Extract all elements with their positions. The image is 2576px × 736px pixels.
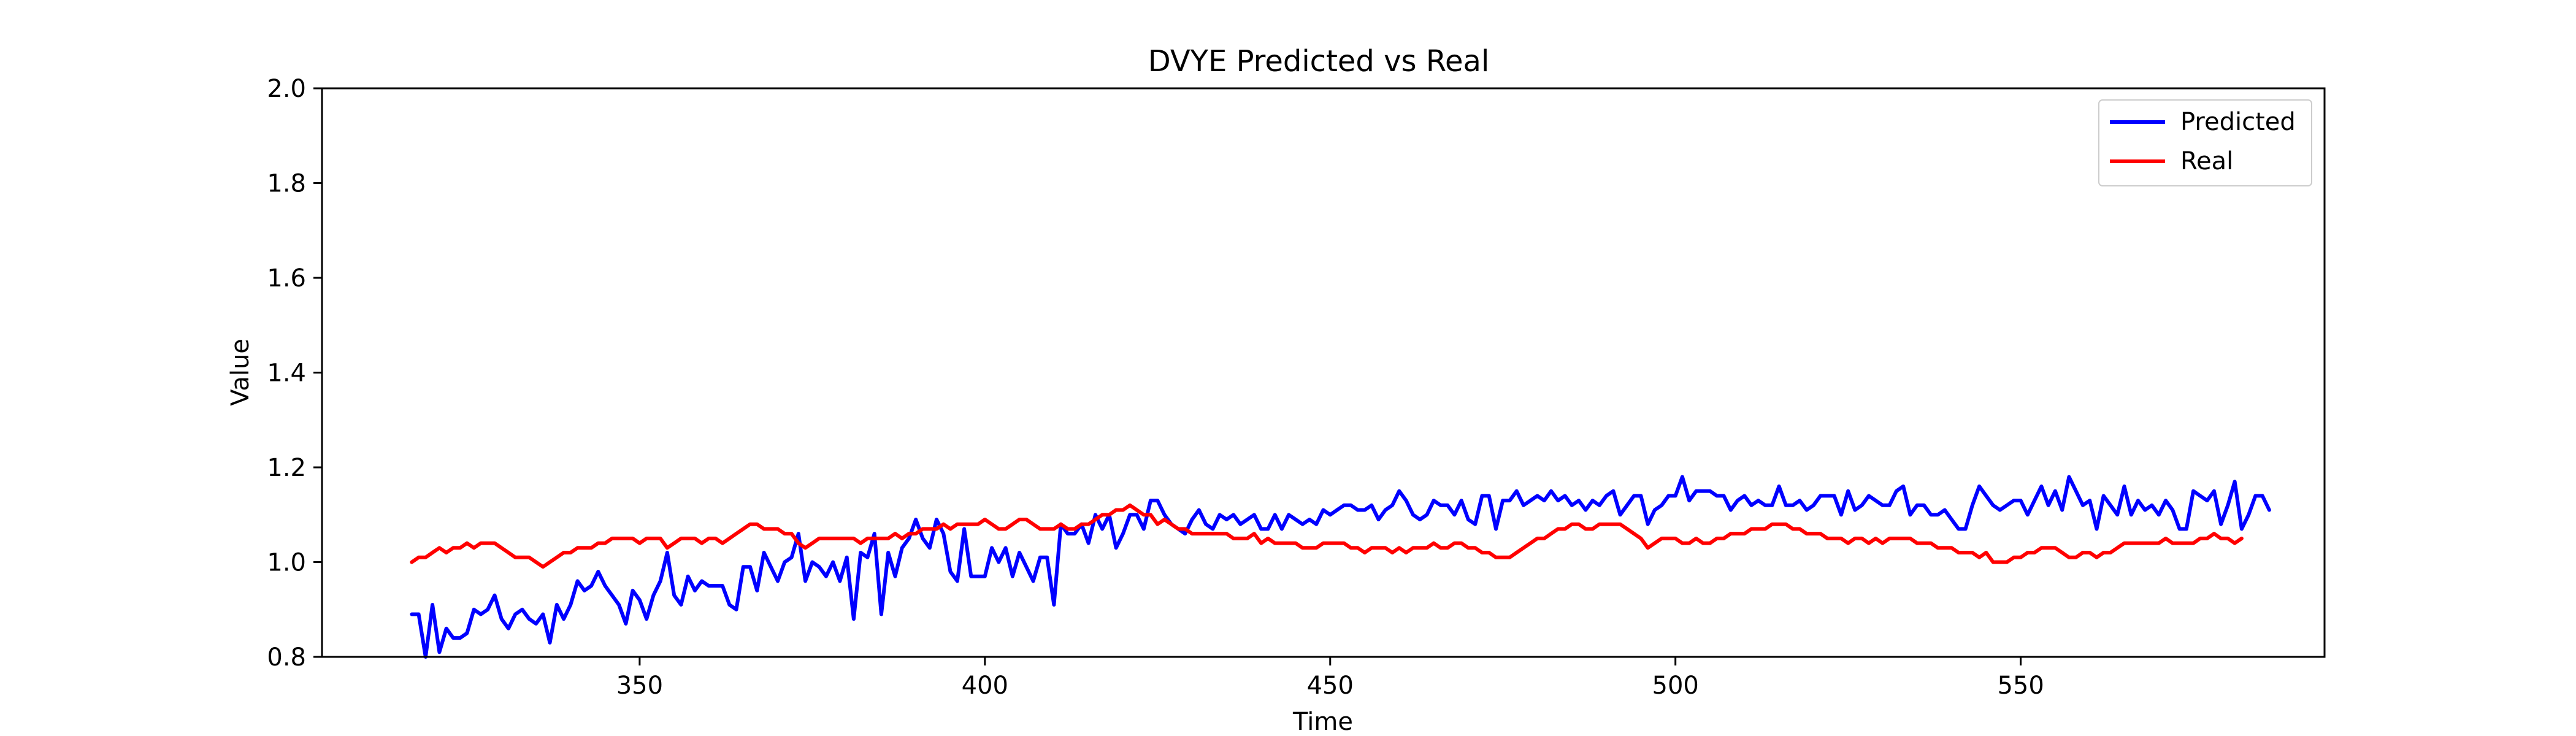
x-axis-label: Time <box>1292 708 1353 736</box>
y-tick-label: 1.4 <box>267 359 306 388</box>
legend-label-predicted: Predicted <box>2180 108 2296 136</box>
y-tick-label: 0.8 <box>267 643 306 672</box>
x-tick-label: 450 <box>1307 672 1354 700</box>
plot-area-frame <box>321 87 2326 658</box>
y-tick-label: 1.8 <box>267 170 306 198</box>
x-tick-label: 550 <box>1997 672 2044 700</box>
x-tick-label: 400 <box>962 672 1008 700</box>
x-axis: 350 400 450 500 550 <box>616 657 2044 700</box>
legend-label-real: Real <box>2180 147 2233 175</box>
y-axis: 0.8 1.0 1.2 1.4 1.6 1.8 2.0 <box>267 75 322 672</box>
x-tick-label: 350 <box>616 672 663 700</box>
x-tick-label: 500 <box>1652 672 1699 700</box>
y-axis-label: Value <box>226 339 255 406</box>
y-tick-label: 1.2 <box>267 454 306 482</box>
chart-title: DVYE Predicted vs Real <box>1148 44 1490 79</box>
y-tick-label: 1.6 <box>267 264 306 293</box>
series-line-real <box>410 503 2244 569</box>
legend: Predicted Real <box>2098 99 2312 186</box>
y-tick-label: 2.0 <box>267 75 306 103</box>
series-lines <box>410 475 2271 659</box>
y-tick-label: 1.0 <box>267 549 306 577</box>
series-line-predicted <box>410 475 2271 659</box>
